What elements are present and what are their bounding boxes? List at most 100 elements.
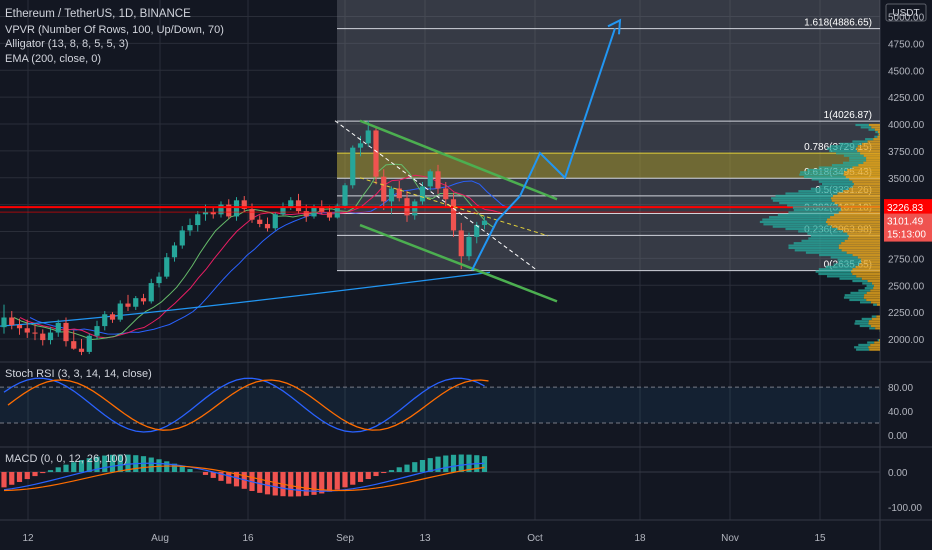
candle-body: [443, 188, 449, 200]
stoch-band: [0, 387, 880, 424]
volume-profile-bar-up: [807, 168, 848, 172]
volume-profile-bar-down: [857, 256, 880, 259]
candle-body: [257, 219, 263, 224]
candle-body: [381, 176, 387, 202]
candle-body: [171, 245, 178, 258]
volume-profile-bar-up: [771, 197, 832, 200]
candle-body: [187, 225, 193, 231]
candle-body: [156, 276, 162, 284]
volume-profile-bar-down: [873, 287, 880, 290]
volume-profile-bar-down: [871, 126, 880, 129]
price-tick-label: 2500.00: [888, 281, 925, 292]
trend-drawings: [0, 18, 880, 303]
time-tick-label: 15: [814, 533, 826, 544]
macd-label[interactable]: MACD (0, 0, 12, 26, 100): [5, 453, 128, 465]
candle-body: [32, 332, 38, 334]
fib-level-label: 1(4026.87): [824, 110, 872, 121]
currency-label: USDT: [892, 8, 919, 19]
volume-profile-bar-down: [852, 268, 880, 271]
last-price-badge: [884, 213, 932, 242]
candle-body: [202, 212, 209, 215]
price-tick-label: 2000.00: [888, 335, 925, 346]
volume-profile-bar-up: [849, 159, 867, 162]
macd-hist-bar: [257, 472, 263, 493]
volume-profile-bar-up: [839, 277, 862, 280]
volume-profile-bar-up: [807, 232, 848, 235]
volume-profile-bar-down: [843, 190, 880, 193]
volume-profile-bar-down: [861, 261, 880, 264]
candle-body: [481, 220, 488, 226]
stoch-rsi-label[interactable]: Stoch RSI (3, 3, 14, 14, close): [5, 368, 152, 380]
volume-profile-bar-down: [841, 249, 880, 252]
volume-profile-bar-up: [843, 296, 864, 299]
macd-hist-bar: [458, 454, 464, 472]
macd-hist-bar: [272, 472, 278, 496]
volume-profile-bar-up: [833, 263, 860, 266]
volume-profile-bar-up: [836, 152, 861, 155]
macd-hist-bar: [187, 469, 193, 472]
macd-hist-bar: [233, 472, 240, 487]
candle-body: [303, 211, 309, 217]
candle-body: [226, 204, 232, 217]
forecast-path: [471, 28, 616, 271]
volume-profile-bar-down: [868, 123, 880, 127]
macd-hist-bar: [71, 462, 77, 472]
indicator-ema[interactable]: EMA (200, close, 0): [5, 53, 101, 65]
macd-hist-bar: [365, 472, 371, 480]
candle-body: [117, 303, 123, 320]
volume-profile-bar-down: [844, 171, 880, 174]
macd-hist-bar: [171, 463, 178, 472]
candle-body: [342, 185, 348, 206]
volume-profile-bar-up: [819, 253, 853, 257]
candle-body: [412, 201, 418, 216]
fib-level-label: 1.618(4886.65): [804, 18, 872, 29]
candle-body: [63, 322, 69, 342]
volume-profile-bar-up: [803, 175, 846, 179]
volume-profile-bar-down: [841, 242, 880, 245]
current-price-label: 3226.83: [887, 203, 924, 214]
volume-profile-bar-up: [818, 180, 853, 183]
volume-profile-bar-down: [857, 145, 880, 148]
volume-profile-bar-down: [861, 142, 880, 145]
stoch-tick-label: 40.00: [888, 407, 913, 418]
volume-profile-bar-down: [848, 235, 880, 238]
stoch-k-line: [3, 377, 485, 433]
volume-profile-bar-down: [834, 201, 880, 205]
volume-profile-bar-down: [874, 128, 880, 131]
volume-profile-bar-down: [866, 159, 880, 162]
indicator-alligator[interactable]: Alligator (13, 8, 8, 5, 5, 3): [5, 38, 129, 50]
macd-hist-bar: [140, 456, 147, 472]
volume-profile-bar-up: [785, 227, 838, 231]
volume-profile-bar-down: [849, 178, 880, 181]
indicator-vpvr[interactable]: VPVR (Number Of Rows, 100, Up/Down, 70): [5, 24, 224, 36]
volume-profile-bar-up: [867, 341, 875, 344]
volume-profile-bar-up: [849, 298, 867, 302]
candle-body: [133, 298, 139, 307]
macd-hist-bar: [288, 472, 294, 497]
volume-profile-bar-up: [794, 249, 842, 252]
volume-profile-bar-down: [857, 149, 880, 153]
stoch-tick-label: 0.00: [888, 431, 908, 442]
volume-profile-bar-up: [852, 140, 868, 143]
candle-body: [334, 205, 340, 218]
volume-profile-bar-up: [869, 327, 876, 330]
volume-profile-bar-up: [810, 235, 849, 238]
candle-body: [140, 298, 147, 302]
volume-profile-bar-down: [866, 156, 880, 160]
volume-profile-bar-up: [798, 190, 844, 193]
axes: 5000.00 4750.00 4500.00 4250.00 4000.00 3750.…: [22, 3, 932, 544]
volume-profile-bar-down: [873, 138, 880, 141]
candle-body: [295, 200, 302, 212]
volume-profile-bar-down: [856, 275, 880, 278]
volume-profile-bar-up: [865, 138, 874, 141]
macd-pane: [0, 454, 880, 497]
macd-hist-bar: [357, 472, 364, 482]
macd-hist-bar: [32, 472, 38, 477]
time-tick-label: 12: [22, 533, 34, 544]
volume-profile-bar-down: [868, 322, 880, 325]
candle-body: [427, 171, 433, 187]
price-tick-label: 3500.00: [888, 174, 925, 185]
macd-hist-bar: [450, 454, 457, 472]
volume-profile-bar-down: [860, 152, 880, 155]
